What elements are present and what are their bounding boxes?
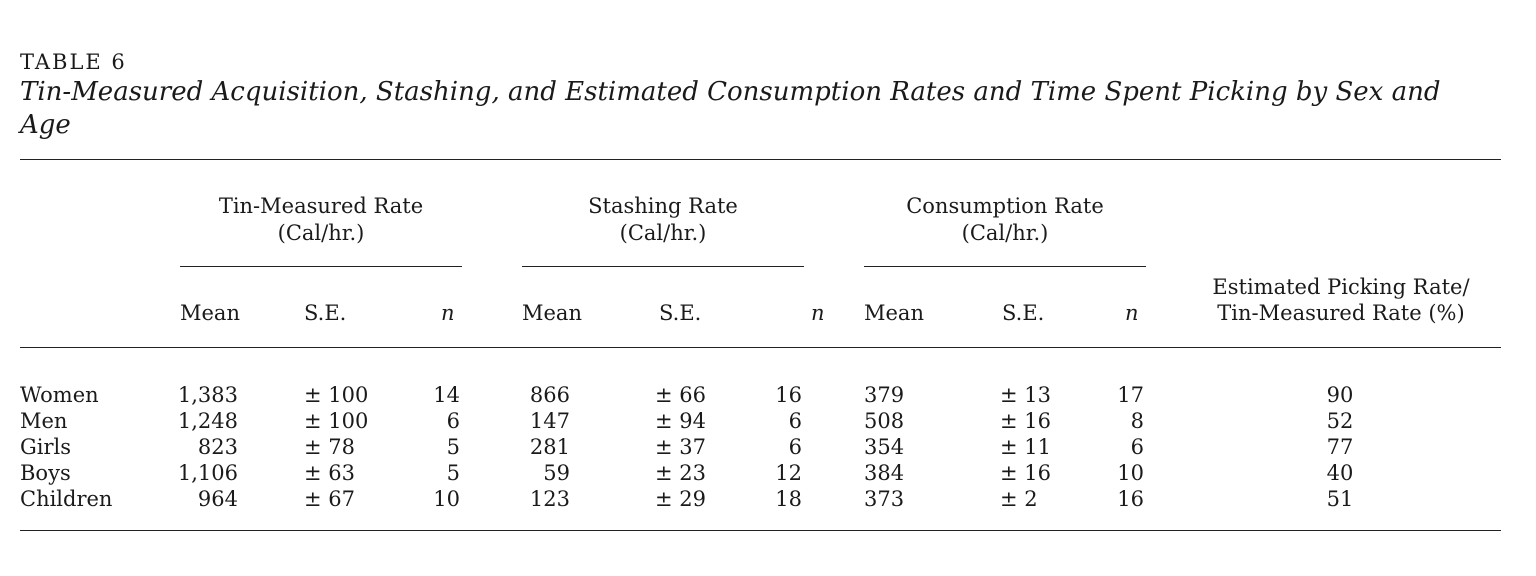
last-column-line1: Estimated Picking Rate/ — [1212, 275, 1470, 299]
group-rule-cons — [864, 266, 1146, 267]
stash-se: ± 37 — [655, 435, 706, 459]
group-unit: (Cal/hr.) — [277, 221, 365, 245]
picking-pct: 52 — [1326, 409, 1354, 433]
stash-n: 18 — [775, 487, 802, 511]
row-label: Women — [20, 383, 99, 407]
subheader-n: n — [1125, 301, 1139, 325]
stash-n: 12 — [775, 461, 802, 485]
picking-pct: 40 — [1326, 461, 1354, 485]
tin-mean: 1,106 — [177, 461, 238, 485]
tin-n: 6 — [446, 409, 460, 433]
group-header-cons: Consumption Rate (Cal/hr.) — [864, 193, 1146, 247]
stash-n: 16 — [775, 383, 802, 407]
table-label: TABLE 6 — [20, 50, 127, 74]
group-rule-tin — [180, 266, 462, 267]
last-column-line2: Tin-Measured Rate (%) — [1217, 301, 1465, 325]
picking-pct: 90 — [1326, 383, 1354, 407]
subheader-mean: Mean — [522, 301, 582, 325]
cons-mean: 354 — [864, 435, 905, 459]
tin-se: ± 78 — [304, 435, 355, 459]
group-header-tin: Tin-Measured Rate (Cal/hr.) — [180, 193, 462, 247]
subheader-se: S.E. — [659, 301, 702, 325]
stash-mean: 123 — [529, 487, 570, 511]
stash-se: ± 94 — [655, 409, 706, 433]
group-name: Stashing Rate — [588, 194, 738, 218]
subheader-n: n — [441, 301, 455, 325]
stash-n: 6 — [788, 409, 802, 433]
subheader-se: S.E. — [304, 301, 347, 325]
bottom-rule — [20, 530, 1501, 531]
row-label: Boys — [20, 461, 71, 485]
tin-n: 5 — [446, 435, 460, 459]
tin-mean: 1,383 — [177, 383, 238, 407]
subheader-n: n — [811, 301, 825, 325]
cons-mean: 508 — [864, 409, 905, 433]
cons-n: 8 — [1130, 409, 1144, 433]
group-unit: (Cal/hr.) — [961, 221, 1049, 245]
row-label: Children — [20, 487, 113, 511]
tin-se: ± 100 — [304, 383, 369, 407]
cons-se: ± 13 — [1000, 383, 1051, 407]
stash-mean: 59 — [543, 461, 570, 485]
cons-mean: 379 — [864, 383, 905, 407]
stash-mean: 147 — [529, 409, 570, 433]
stash-se: ± 29 — [655, 487, 706, 511]
group-name: Consumption Rate — [906, 194, 1104, 218]
subheader-mean: Mean — [864, 301, 924, 325]
tin-se: ± 100 — [304, 409, 369, 433]
stash-n: 6 — [788, 435, 802, 459]
cons-n: 6 — [1130, 435, 1144, 459]
cons-mean: 373 — [864, 487, 905, 511]
stash-se: ± 66 — [655, 383, 706, 407]
row-label: Girls — [20, 435, 72, 459]
cons-mean: 384 — [864, 461, 905, 485]
row-label: Men — [20, 409, 68, 433]
tin-n: 5 — [446, 461, 460, 485]
tin-se: ± 63 — [304, 461, 355, 485]
cons-se: ± 16 — [1000, 461, 1051, 485]
subheader-se: S.E. — [1002, 301, 1045, 325]
subheader-mean: Mean — [180, 301, 240, 325]
table-title: Tin-Measured Acquisition, Stashing, and … — [20, 77, 1441, 140]
group-name: Tin-Measured Rate — [218, 194, 424, 218]
stash-mean: 281 — [529, 435, 570, 459]
cons-se: ± 11 — [1000, 435, 1051, 459]
picking-pct: 51 — [1326, 487, 1354, 511]
cons-se: ± 16 — [1000, 409, 1051, 433]
tin-n: 10 — [433, 487, 460, 511]
stash-mean: 866 — [529, 383, 570, 407]
cons-n: 16 — [1117, 487, 1144, 511]
last-column-header: Estimated Picking Rate/ Tin-Measured Rat… — [1176, 274, 1506, 326]
cons-n: 10 — [1117, 461, 1144, 485]
top-rule — [20, 159, 1501, 160]
group-header-stash: Stashing Rate (Cal/hr.) — [522, 193, 804, 247]
tin-n: 14 — [433, 383, 460, 407]
cons-se: ± 2 — [1000, 487, 1038, 511]
cons-n: 17 — [1117, 383, 1144, 407]
group-rule-stash — [522, 266, 804, 267]
stash-se: ± 23 — [655, 461, 706, 485]
group-unit: (Cal/hr.) — [619, 221, 707, 245]
tin-mean: 823 — [197, 435, 238, 459]
tin-se: ± 67 — [304, 487, 355, 511]
tin-mean: 1,248 — [177, 409, 238, 433]
header-rule — [20, 347, 1501, 348]
picking-pct: 77 — [1326, 435, 1354, 459]
tin-mean: 964 — [197, 487, 238, 511]
